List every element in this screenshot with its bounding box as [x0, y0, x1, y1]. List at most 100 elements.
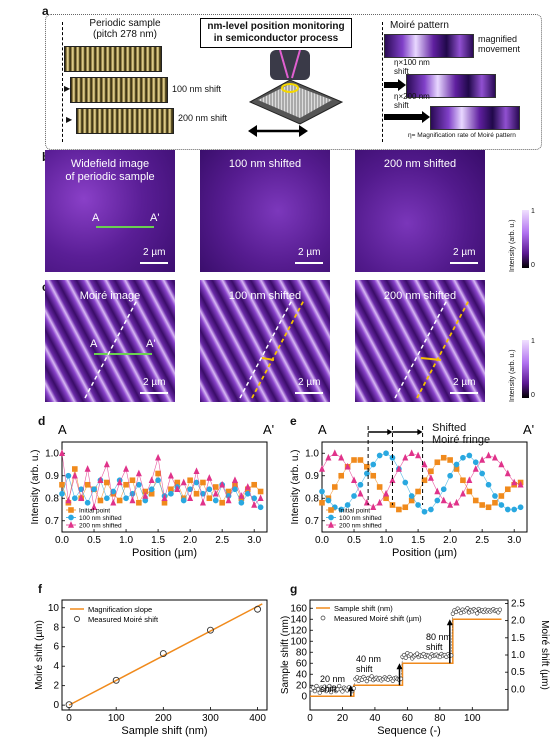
- chart-g-annotation-0: 20 nm: [320, 674, 345, 684]
- chart-g-measured-point: [322, 684, 327, 689]
- chart-e-point-1: [492, 493, 498, 499]
- micro-b2-title: 100 nm shifted: [228, 158, 302, 170]
- chart-d-point-0: [59, 481, 65, 488]
- chart-d-point-0: [206, 495, 213, 502]
- chart-g-measured-point: [325, 687, 330, 692]
- eta-200-label: η×200 nm shift: [394, 92, 430, 110]
- micro-c1: [45, 280, 175, 402]
- chart-d-legend-marker-2: [67, 521, 75, 528]
- chart-e-point-2: [408, 449, 415, 457]
- chart-e-point-1: [357, 481, 364, 488]
- arrow-200-icon: [384, 111, 430, 123]
- chart-d-point-0: [129, 477, 136, 484]
- chart-g-ytick-label: 0: [301, 691, 307, 702]
- chart-e-point-2: [421, 460, 428, 468]
- micro-b1-title: Widefield image of periodic sample: [65, 158, 155, 183]
- chart-f-point: [206, 626, 214, 634]
- chart-e-point-1: [485, 481, 492, 488]
- chart-d-point-1: [91, 486, 97, 493]
- panel-label-g: g: [290, 582, 298, 596]
- scale-text-b3: 2 µm: [453, 247, 476, 258]
- chart-g-annotation-1: 40 nm: [356, 654, 381, 664]
- chart-d-point-2: [251, 501, 258, 508]
- chart-e-ytick-label: 0.7: [305, 516, 319, 527]
- chart-e-point-2: [376, 498, 383, 506]
- chart-g-right-ytick-label: 0.5: [511, 667, 525, 678]
- micro-c3-title: 200 nm shifted: [383, 290, 457, 302]
- panel-a-frame: [45, 14, 542, 150]
- micro-b3-title: 200 nm shifted: [383, 158, 457, 170]
- chart-d-point-0: [97, 497, 104, 504]
- chart-e-point-0: [440, 454, 447, 461]
- scale-text-c3: 2 µm: [453, 377, 476, 388]
- chart-e-point-1: [325, 497, 332, 504]
- chart-d-point-2: [257, 494, 264, 502]
- chart-e-xtick-label: 1.5: [411, 535, 425, 546]
- moire-initial: [384, 34, 474, 58]
- chart-e-ytick-label: 0.8: [305, 493, 319, 504]
- chart-d-legend-label-1: 100 nm shifted: [79, 515, 122, 522]
- colorbar-c: [522, 340, 529, 398]
- chart-g-measured-point: [403, 655, 408, 660]
- chart-d-corner-a: A: [58, 422, 67, 437]
- chart-e-xtick-label: 3.0: [507, 535, 521, 546]
- chart-e-corner-a: A: [318, 422, 327, 437]
- chart-f-xtick-label: 400: [249, 713, 266, 724]
- chart-e-point-0: [338, 472, 345, 479]
- micro-c3: [355, 280, 485, 402]
- chart-g-right-ytick-label: 0.0: [511, 684, 525, 695]
- chart-g-xtick-label: 60: [402, 713, 414, 724]
- chart-e-point-2: [466, 476, 473, 484]
- chart-e-legend-label-0: Initial point: [339, 508, 370, 515]
- chart-e-point-2: [485, 451, 492, 459]
- chart-f-ytick-label: 2: [53, 681, 59, 692]
- chart-d-point-2: [212, 489, 219, 497]
- chart-d-point-1: [168, 490, 174, 497]
- scale-text-c2: 2 µm: [298, 377, 321, 388]
- chart-g-measured-point: [312, 688, 317, 694]
- chart-d-point-1: [110, 488, 117, 495]
- chart-e-legend-marker-1: [328, 514, 334, 521]
- chart-d-point-0: [84, 481, 91, 488]
- chart-d-corner-a-prime: A': [263, 422, 274, 437]
- chart-e-plot-frame: [321, 441, 528, 533]
- chart-e-point-2: [479, 456, 486, 463]
- chart-e-ytick-label: 1.0: [305, 448, 319, 459]
- chart-d-ytick-label: 1.0: [45, 448, 59, 459]
- chart-e-point-2: [517, 480, 524, 488]
- chart-d-xtick-label: 0.0: [55, 535, 69, 546]
- chart-d-point-2: [193, 467, 200, 475]
- chart-e-shift-arrowhead-2: [417, 429, 423, 435]
- scale-bar-b3: [450, 262, 478, 264]
- chart-d-point-2: [129, 496, 136, 504]
- chart-e-point-0: [370, 472, 377, 479]
- chart-d-point-2: [219, 480, 226, 488]
- chart-e-point-1: [383, 450, 389, 457]
- chart-e-point-2: [325, 453, 332, 461]
- chart-d-xtick-label: 2.5: [215, 535, 229, 546]
- chart-e-ylabel: Intensity (arb. u.): [290, 449, 301, 524]
- chart-g-measured-point: [415, 651, 420, 656]
- chart-f-xtick-label: 200: [155, 713, 172, 724]
- chart-g-measured-point: [450, 611, 455, 616]
- chart-e-point-1: [453, 461, 460, 468]
- chart-d-point-2: [187, 494, 194, 502]
- chart-e-point-1: [504, 506, 511, 513]
- chart-d-point-2: [65, 496, 72, 504]
- fringe-lines-c3: [394, 299, 470, 399]
- microscope-illustration: [248, 50, 344, 125]
- chart-d-point-2: [174, 485, 181, 493]
- chart-g-xlabel: Sequence (-): [377, 725, 441, 737]
- chart-e-point-1: [421, 508, 428, 515]
- chart-f-ylabel: Moiré shift (µm): [34, 620, 45, 690]
- eta-100-label: η×100 nm shift: [394, 58, 430, 76]
- chart-f-point: [112, 676, 120, 684]
- chart-e-point-1: [376, 452, 383, 459]
- chart-e-point-2: [344, 462, 351, 470]
- chart-e-point-2: [453, 498, 460, 506]
- chart-f-fit-line: [68, 603, 263, 706]
- chart-f-plot-frame: [61, 599, 268, 711]
- chart-g-ytick-label: 20: [296, 680, 308, 691]
- chart-g-measured-point: [311, 685, 316, 690]
- chart-e-point-2: [395, 465, 402, 472]
